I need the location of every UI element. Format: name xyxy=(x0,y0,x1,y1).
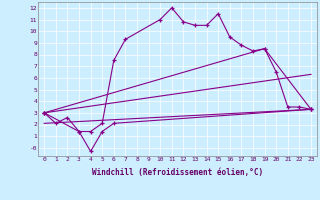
X-axis label: Windchill (Refroidissement éolien,°C): Windchill (Refroidissement éolien,°C) xyxy=(92,168,263,177)
